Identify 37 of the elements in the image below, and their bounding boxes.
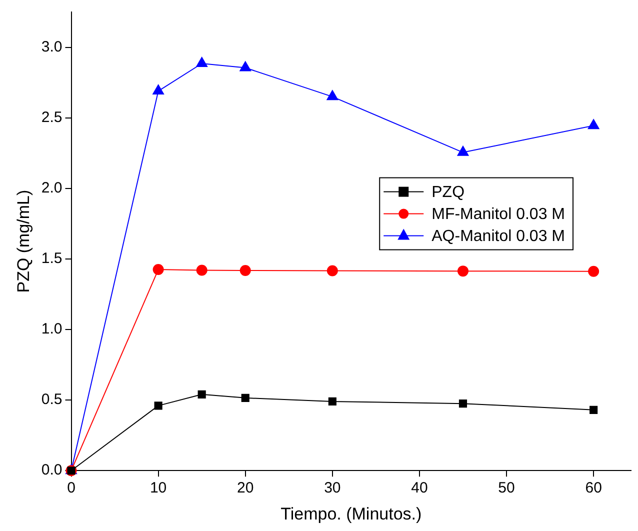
- point: [328, 397, 336, 406]
- point: [457, 146, 469, 156]
- x-tick-label: 40: [411, 480, 428, 497]
- legend-label: PZQ: [432, 184, 465, 202]
- x-tick-label: 0: [67, 480, 76, 497]
- x-tick-label: 60: [585, 480, 602, 497]
- x-tick-label: 10: [150, 480, 167, 497]
- x-axis-title: Tiempo. (Minutos.): [280, 504, 422, 524]
- y-tick-label: 0.5: [41, 391, 62, 408]
- point: [326, 265, 338, 276]
- point: [196, 57, 208, 68]
- point: [241, 394, 250, 402]
- x-tick-label: 30: [324, 480, 341, 497]
- y-tick-label: 1.5: [41, 250, 62, 268]
- point: [198, 390, 206, 398]
- point: [588, 119, 600, 130]
- y-tick-label: 3.0: [41, 38, 62, 56]
- y-tick-label: 0.0: [41, 462, 62, 479]
- y-axis-title: PZQ (mg/mL): [14, 190, 33, 293]
- point: [326, 90, 338, 100]
- x-tick-label: 20: [237, 480, 254, 497]
- point: [240, 61, 252, 72]
- point: [588, 266, 600, 277]
- point: [196, 264, 208, 276]
- point: [458, 400, 468, 408]
- point: [154, 402, 162, 410]
- point: [240, 265, 251, 276]
- legend-label: MF-Manitol 0.03 M: [432, 206, 565, 224]
- legend-label: AQ-Manitol 0.03 M: [432, 228, 566, 246]
- y-tick-label: 2.0: [41, 180, 62, 197]
- point: [457, 266, 468, 277]
- x-tick-label: 50: [498, 480, 515, 497]
- point: [152, 84, 164, 95]
- point: [152, 264, 164, 276]
- point: [590, 406, 598, 414]
- y-tick-label: 1.0: [41, 320, 62, 338]
- y-tick-label: 2.5: [41, 108, 62, 126]
